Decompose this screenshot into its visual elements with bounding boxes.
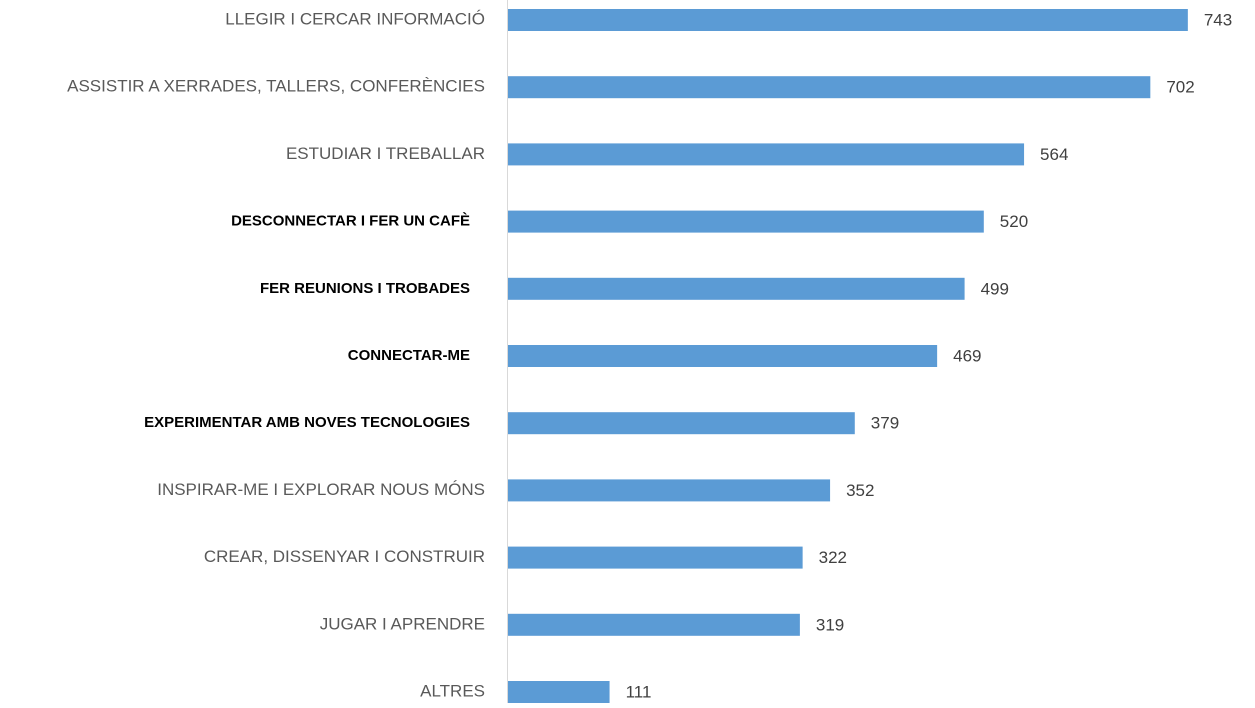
bar (508, 345, 938, 367)
category-label: EXPERIMENTAR AMB NOVES TECNOLOGIES (144, 414, 470, 431)
value-label: 743 (1204, 10, 1232, 29)
category-label: LLEGIR I CERCAR INFORMACIÓ (225, 9, 485, 28)
category-label: CONNECTAR-ME (348, 347, 470, 364)
value-label: 352 (846, 481, 874, 500)
category-label: ASSISTIR A XERRADES, TALLERS, CONFERÈNCI… (67, 77, 485, 96)
category-label: JUGAR I APRENDRE (320, 614, 485, 633)
category-label: ESTUDIAR I TREBALLAR (286, 144, 485, 163)
bar (508, 277, 965, 300)
category-label: ALTRES (420, 681, 485, 700)
value-label: 564 (1040, 145, 1068, 164)
value-label: 520 (1000, 212, 1028, 231)
bar (508, 76, 1151, 99)
bar (508, 479, 831, 502)
category-label: CREAR, DISSENYAR I CONSTRUIR (204, 547, 485, 566)
bar (508, 412, 855, 435)
value-label: 111 (626, 682, 652, 701)
bar (508, 546, 803, 569)
category-label: DESCONNECTAR I FER UN CAFÈ (231, 213, 470, 230)
value-label: 702 (1166, 78, 1194, 97)
bar (508, 613, 800, 636)
bar (508, 681, 610, 703)
bar (508, 143, 1025, 166)
value-label: 322 (819, 548, 847, 567)
category-label: INSPIRAR-ME I EXPLORAR NOUS MÓNS (157, 480, 485, 499)
value-label: 499 (981, 279, 1009, 298)
bar (508, 9, 1188, 31)
category-label: FER REUNIONS I TROBADES (260, 280, 470, 297)
value-label: 469 (953, 346, 981, 365)
value-label: 379 (871, 414, 899, 433)
bar (508, 210, 984, 233)
value-label: 319 (816, 615, 844, 634)
